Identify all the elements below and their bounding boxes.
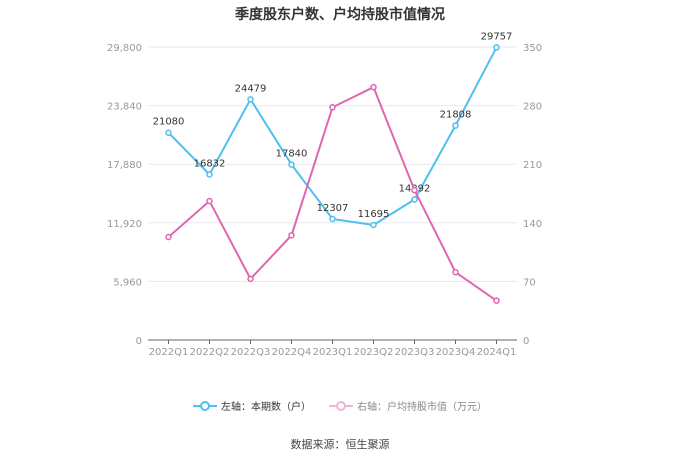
legend-line-marker-icon bbox=[193, 400, 217, 411]
data-label: 17840 bbox=[276, 149, 308, 160]
data-point[interactable] bbox=[247, 275, 254, 283]
right-axis-tick: 280 bbox=[523, 102, 542, 113]
right-axis-tick: 140 bbox=[523, 219, 542, 230]
data-point[interactable] bbox=[165, 129, 172, 136]
data-label: 29757 bbox=[481, 31, 513, 42]
right-axis-tick: 210 bbox=[523, 160, 542, 171]
data-point[interactable] bbox=[493, 44, 500, 51]
data-point[interactable] bbox=[452, 268, 459, 276]
data-point[interactable] bbox=[165, 233, 172, 241]
data-label: 24479 bbox=[235, 83, 267, 94]
legend-item-right[interactable]: 右轴：户均持股市值（万元） bbox=[329, 398, 487, 413]
data-point[interactable] bbox=[288, 232, 295, 239]
x-axis-label: 2024Q1 bbox=[477, 347, 517, 358]
data-point[interactable] bbox=[247, 96, 254, 103]
data-point[interactable] bbox=[288, 161, 295, 168]
data-point[interactable] bbox=[370, 221, 377, 229]
legend-line-marker-icon bbox=[329, 400, 353, 411]
data-point[interactable] bbox=[370, 83, 377, 91]
data-point[interactable] bbox=[411, 196, 418, 203]
data-source: 数据来源：恒生聚源 bbox=[290, 438, 390, 451]
x-axis-label: 2022Q2 bbox=[190, 347, 230, 358]
legend-item-left[interactable]: 左轴：本期数（户） bbox=[193, 398, 311, 413]
data-label: 21808 bbox=[440, 110, 472, 121]
legend-label-right: 右轴：户均持股市值（万元） bbox=[357, 402, 487, 413]
data-label: 12307 bbox=[317, 203, 349, 214]
left-axis-tick: 23,840 bbox=[107, 102, 142, 113]
chart-title: 季度股东户数、户均持股市值情况 bbox=[235, 7, 445, 23]
x-axis-label: 2022Q4 bbox=[272, 347, 312, 358]
x-axis-label: 2023Q2 bbox=[354, 347, 394, 358]
left-axis-tick: 0 bbox=[136, 336, 142, 347]
data-label: 16832 bbox=[194, 159, 226, 170]
x-axis-label: 2023Q1 bbox=[313, 347, 353, 358]
data-label: 11695 bbox=[358, 209, 390, 220]
right-axis-tick: 0 bbox=[523, 336, 529, 347]
right-axis-tick: 350 bbox=[523, 43, 542, 54]
data-point[interactable] bbox=[329, 104, 336, 111]
right-axis-tick: 70 bbox=[523, 277, 536, 288]
legend: 左轴：本期数（户） 右轴：户均持股市值（万元） bbox=[0, 398, 680, 413]
data-point[interactable] bbox=[411, 186, 418, 194]
data-point[interactable] bbox=[329, 215, 336, 223]
left-axis-tick: 17,880 bbox=[107, 160, 142, 171]
data-point[interactable] bbox=[493, 297, 500, 304]
data-label: 21080 bbox=[153, 117, 185, 128]
x-axis-label: 2023Q4 bbox=[436, 347, 476, 358]
x-axis-label: 2022Q3 bbox=[231, 347, 271, 358]
x-axis-label: 2023Q3 bbox=[395, 347, 435, 358]
left-axis-tick: 5,960 bbox=[113, 277, 142, 288]
series-line-holders bbox=[167, 46, 498, 227]
legend-label-left: 左轴：本期数（户） bbox=[221, 402, 311, 413]
data-point[interactable] bbox=[206, 171, 213, 178]
left-axis-tick: 11,920 bbox=[107, 219, 142, 230]
data-point[interactable] bbox=[452, 122, 459, 129]
left-axis-tick: 29,800 bbox=[107, 43, 142, 54]
x-axis-label: 2022Q1 bbox=[149, 347, 189, 358]
data-point[interactable] bbox=[206, 197, 213, 205]
